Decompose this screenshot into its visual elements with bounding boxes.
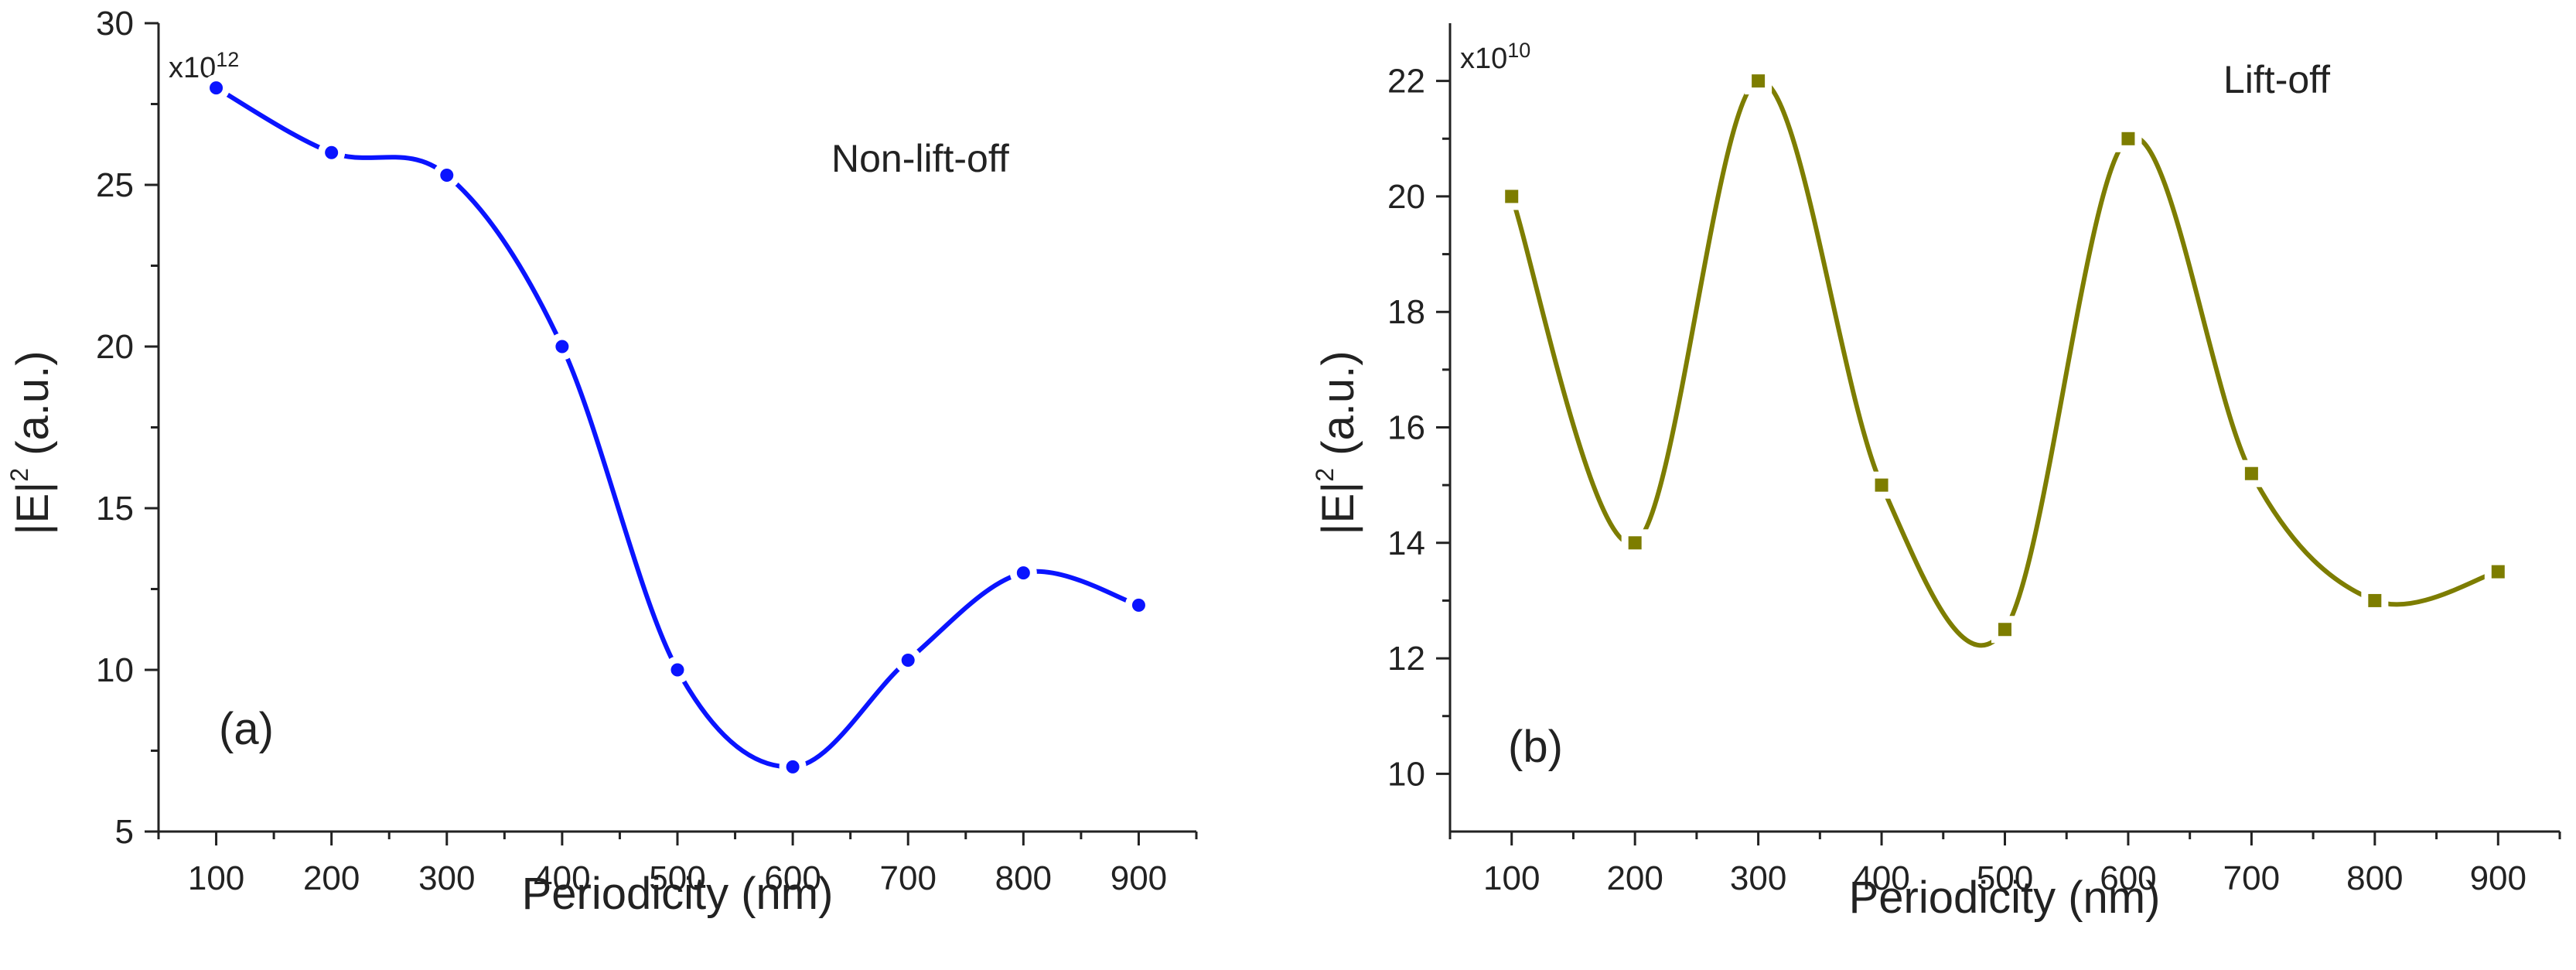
y-axis-multiplier: x1012	[169, 48, 239, 84]
data-point	[2114, 125, 2142, 152]
x-tick-label: 400	[1853, 859, 1909, 897]
y-tick-label: 10	[96, 651, 134, 689]
panel-label: (b)	[1508, 722, 1563, 772]
y-axis-multiplier: x1010	[1460, 39, 1530, 75]
y-axis-title: |E|2 (a.u.)	[5, 350, 58, 535]
x-tick-label: 700	[880, 859, 937, 897]
data-point	[2361, 586, 2389, 614]
y-tick-label: 20	[96, 328, 134, 366]
series-line	[1509, 78, 2501, 648]
data-point	[318, 138, 346, 166]
data-point	[203, 74, 230, 102]
y-axis-multiplier-exponent: 12	[216, 48, 239, 71]
y-axis-title-main: |E|	[8, 482, 58, 535]
data-point	[1124, 591, 1152, 619]
chart-annotation: Lift-off	[2223, 58, 2330, 101]
data-point	[1009, 559, 1037, 587]
panel-label: (a)	[219, 704, 274, 754]
x-tick-label: 600	[764, 859, 821, 897]
chart-panel-b: 100 200 300 400 500 600 700 800 900 10 12 14 16 18 20 2…	[1311, 23, 2561, 923]
data-point	[433, 161, 461, 189]
x-axis-title: Periodicity (nm)	[1849, 873, 2161, 923]
y-tick-label: 15	[96, 490, 134, 528]
x-tick-label: 500	[649, 859, 705, 897]
data-point	[1498, 183, 1526, 210]
chart-panel-a: 100 200 300 400 500 600 700 800 900 5 10 15 20 25 30 Pe…	[5, 5, 1198, 919]
y-tick-label: 10	[1387, 755, 1425, 793]
data-point	[894, 646, 922, 674]
y-tick-label: 20	[1387, 178, 1425, 216]
axis-frame	[1448, 23, 2560, 833]
x-tick-label: 700	[2223, 859, 2280, 897]
x-tick-label: 400	[534, 859, 590, 897]
data-point	[1991, 616, 2018, 644]
x-tick-label: 900	[1111, 859, 1167, 897]
y-tick-label: 25	[96, 166, 134, 204]
data-point	[1868, 471, 1895, 499]
x-tick-label: 900	[2470, 859, 2527, 897]
y-axis-title-superscript: 2	[1311, 468, 1339, 482]
x-tick-label: 300	[1730, 859, 1786, 897]
y-tick-label: 22	[1387, 63, 1425, 101]
x-tick-label: 500	[1977, 859, 2033, 897]
data-point	[779, 753, 807, 780]
data-point	[1621, 529, 1649, 557]
y-axis-title-unit: (a.u.)	[8, 350, 58, 468]
y-tick-label: 12	[1387, 640, 1425, 678]
y-tick-label: 14	[1387, 524, 1425, 562]
x-tick-label: 800	[2346, 859, 2403, 897]
series-line	[213, 85, 1141, 770]
x-tick-label: 200	[303, 859, 360, 897]
chart-annotation: Non-lift-off	[831, 137, 1009, 180]
y-axis-title-unit: (a.u.)	[1313, 350, 1363, 468]
x-axis-title: Periodicity (nm)	[522, 869, 834, 919]
y-axis-title-superscript: 2	[5, 468, 33, 482]
y-axis-multiplier-base: x10	[1460, 43, 1507, 75]
data-point	[2237, 459, 2265, 487]
y-tick-label: 5	[115, 813, 134, 851]
x-tick-label: 800	[995, 859, 1052, 897]
x-tick-label: 300	[418, 859, 475, 897]
x-tick-label: 600	[2100, 859, 2156, 897]
data-point	[1745, 67, 1772, 95]
x-tick-label: 100	[188, 859, 244, 897]
x-tick-label: 200	[1606, 859, 1663, 897]
x-tick-label: 100	[1483, 859, 1540, 897]
y-axis-title-main: |E|	[1313, 482, 1363, 535]
data-point	[2484, 558, 2512, 586]
y-tick-label: 18	[1387, 293, 1425, 331]
data-point	[548, 333, 576, 360]
y-axis-multiplier-exponent: 10	[1507, 39, 1530, 62]
y-tick-label: 30	[96, 5, 134, 43]
y-tick-label: 16	[1387, 409, 1425, 447]
y-axis-title: |E|2 (a.u.)	[1311, 350, 1363, 535]
data-point	[664, 656, 691, 684]
